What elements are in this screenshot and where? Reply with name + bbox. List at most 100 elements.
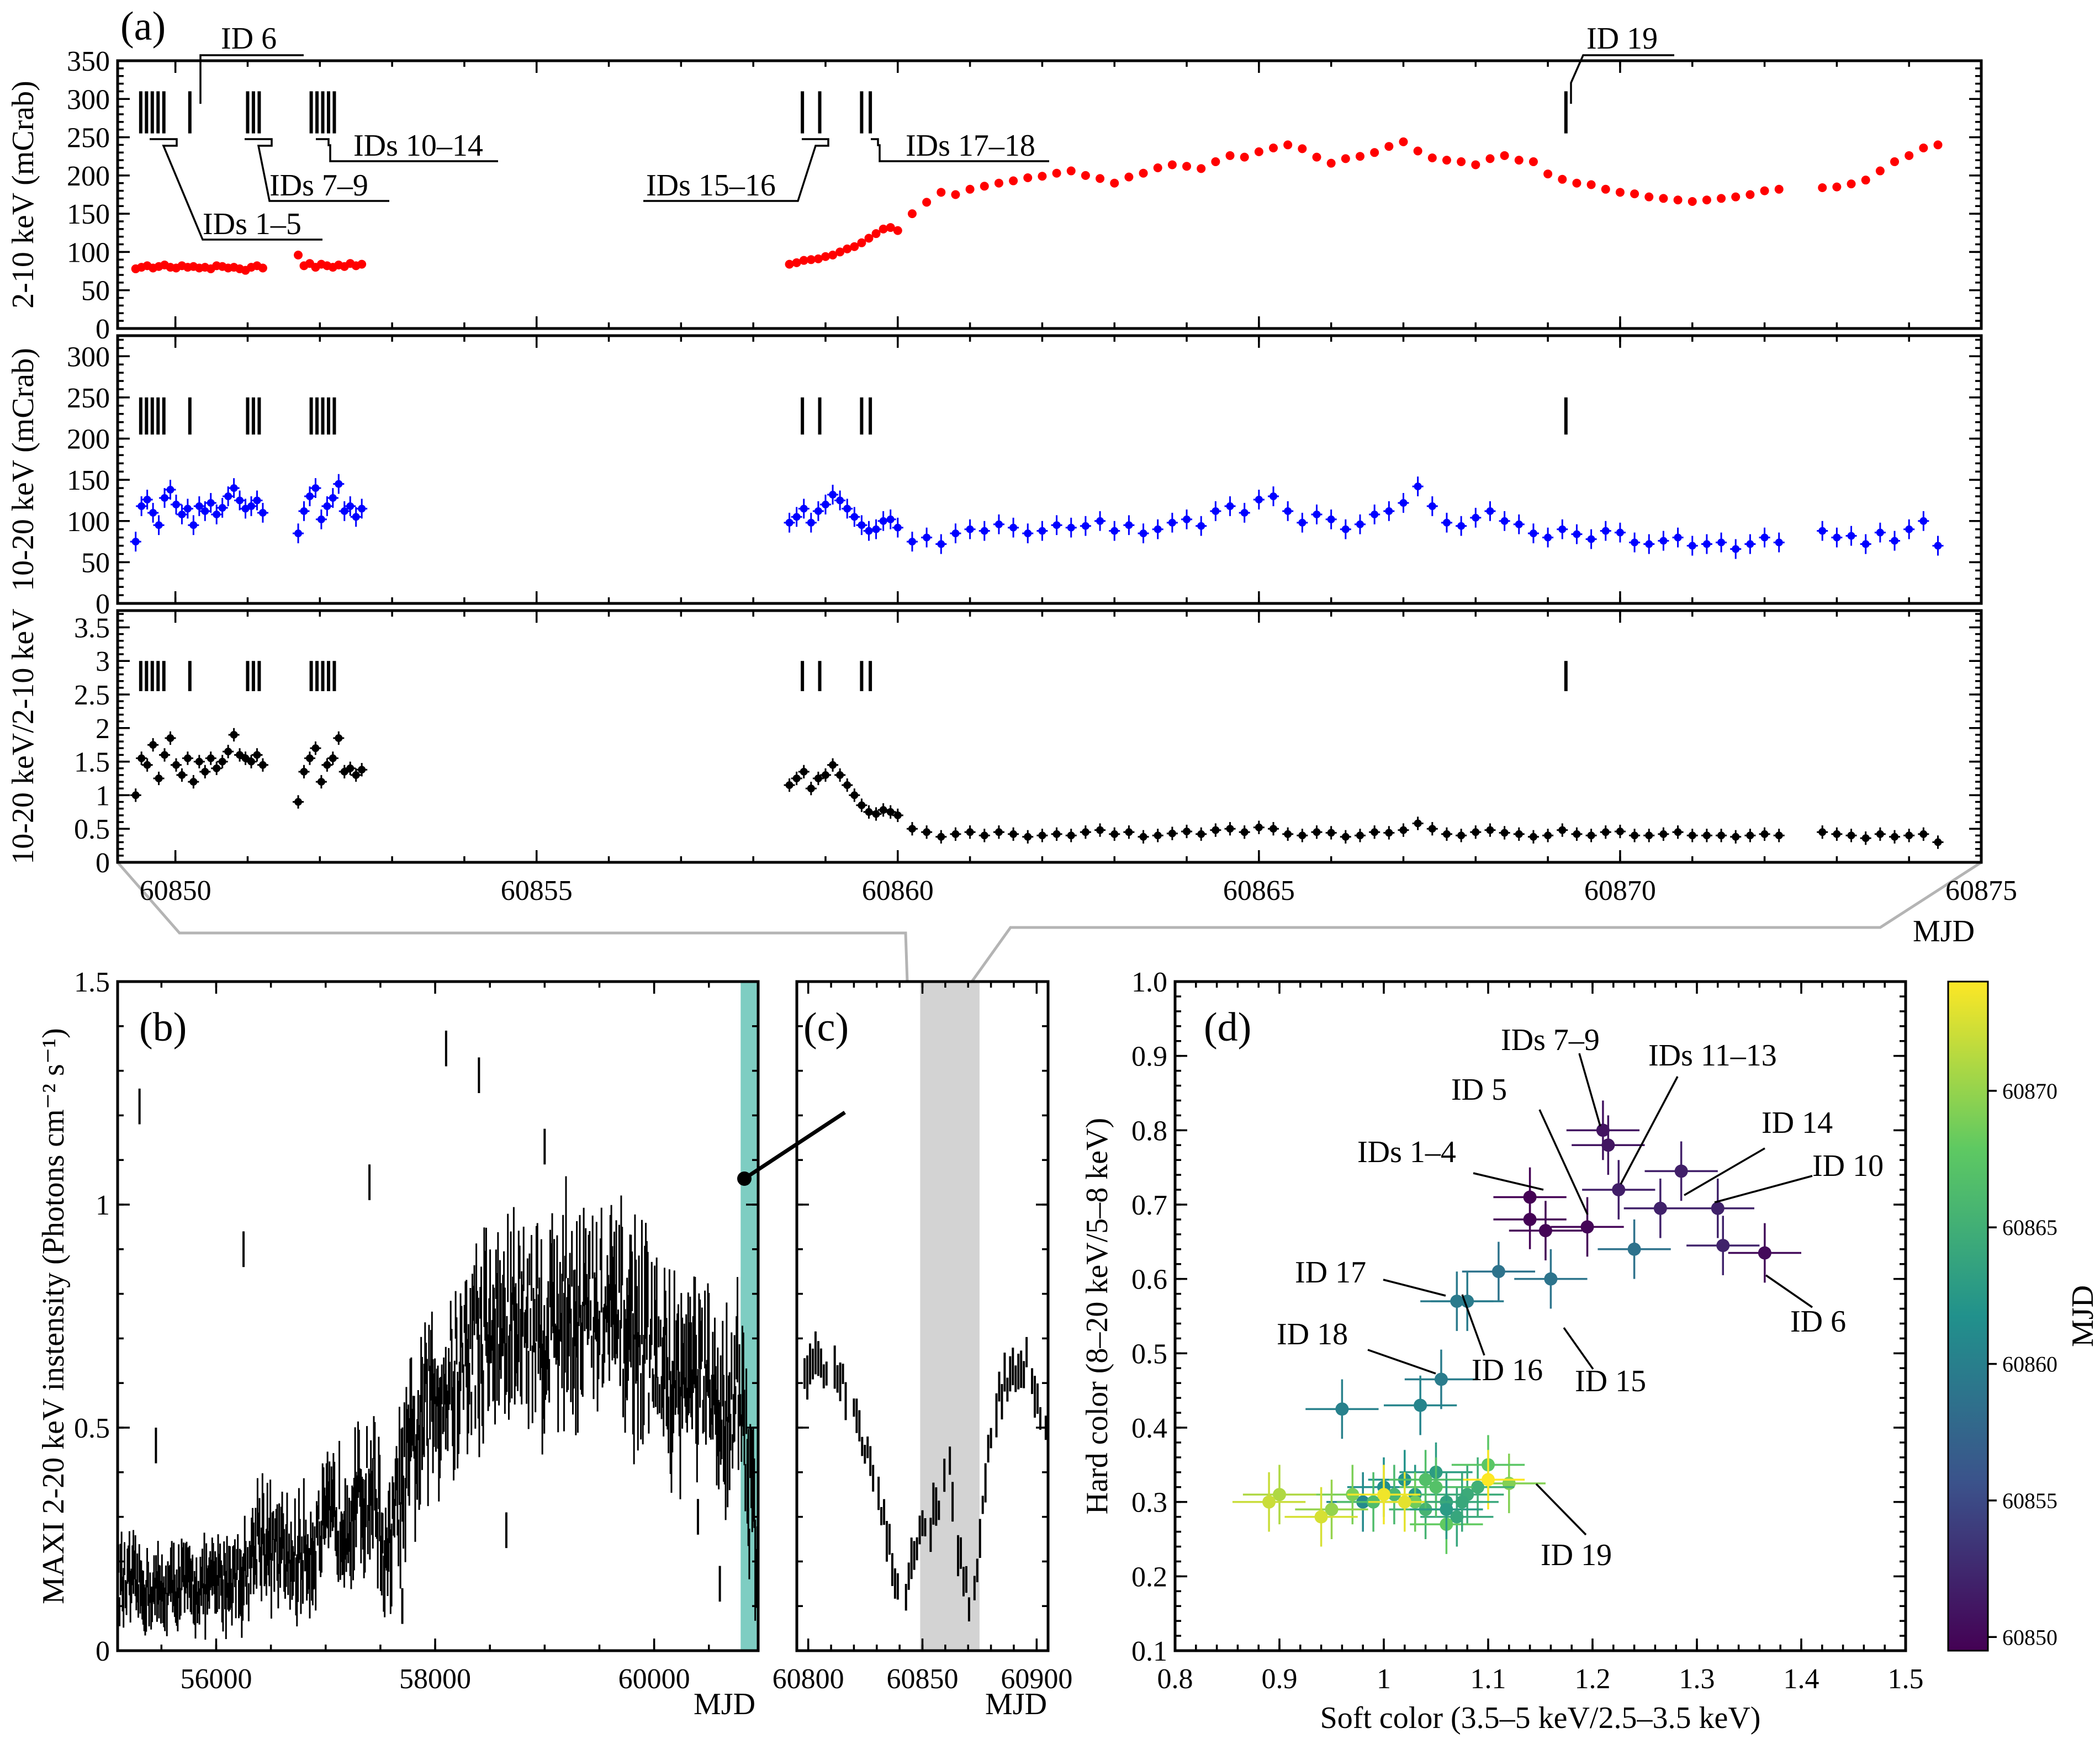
data-point [1341, 525, 1350, 533]
y-tick-label: 150 [67, 465, 110, 496]
y-tick-label: 0.5 [74, 814, 110, 845]
data-point [1818, 828, 1827, 836]
y-tick-label: 1.0 [1131, 967, 1167, 998]
annotation-label: IDs 1–5 [203, 207, 301, 241]
data-point [1934, 542, 1942, 550]
data-point [1616, 528, 1624, 537]
data-point [1573, 830, 1581, 838]
data-point [1211, 157, 1220, 166]
data-point [1659, 830, 1668, 838]
y-tick-label: 1.5 [74, 967, 110, 998]
data-point [1428, 502, 1436, 510]
data-point [1875, 166, 1885, 176]
data-point [346, 764, 355, 772]
data-point [300, 767, 308, 776]
annotation-leader-line [1535, 1483, 1587, 1536]
data-point [1818, 527, 1827, 535]
data-point [1240, 152, 1249, 162]
data-point [995, 520, 1003, 528]
data-point [329, 494, 337, 502]
data-point [1558, 826, 1567, 834]
data-point [980, 182, 989, 191]
data-point [1919, 143, 1928, 152]
data-point [1313, 510, 1321, 518]
data-point [843, 505, 851, 513]
data-point [131, 538, 140, 546]
colorbar [1948, 982, 1988, 1651]
y-tick-label: 0 [96, 588, 110, 620]
data-point [1674, 533, 1682, 542]
data-point [1631, 831, 1639, 840]
data-point [195, 757, 203, 766]
data-point [201, 767, 209, 776]
data-point [149, 741, 157, 749]
data-point [1934, 838, 1942, 846]
data-point [1413, 146, 1422, 156]
data-point [829, 491, 837, 499]
data-point [1153, 163, 1162, 172]
data-point [1890, 157, 1900, 166]
data-point [1269, 825, 1278, 833]
data-point [1442, 518, 1451, 527]
y-tick-label: 0 [96, 314, 110, 345]
y-tick-label: 1 [96, 1190, 110, 1221]
data-point [1500, 517, 1509, 525]
data-point [305, 754, 314, 762]
x-tick-label: 1 [1377, 1663, 1391, 1695]
data-point [1471, 160, 1480, 169]
data-point [1326, 158, 1336, 168]
data-point [340, 507, 348, 515]
zoom-connector-line [970, 861, 1982, 983]
x-tick-label: 60855 [501, 875, 573, 906]
data-point [1124, 172, 1134, 182]
y-tick-label: 1 [96, 780, 110, 812]
colorbar-tick-label: 60860 [2002, 1352, 2057, 1377]
data-point [1341, 154, 1350, 163]
data-point [886, 515, 895, 523]
data-point [807, 784, 815, 793]
y-tick-label: 0.7 [1131, 1190, 1167, 1221]
data-point [149, 508, 157, 517]
data-point [872, 525, 880, 533]
data-point [1601, 184, 1610, 194]
data-point [1139, 833, 1147, 841]
data-point [937, 188, 946, 197]
panel-label-d: (d) [1204, 1005, 1251, 1050]
y-tick-label: 0 [96, 1636, 110, 1667]
data-point [1673, 195, 1683, 205]
data-point [1385, 829, 1393, 837]
annotation-label: ID 5 [1451, 1073, 1507, 1107]
data-point [1009, 830, 1018, 838]
y-tick-label: 0.2 [1131, 1561, 1167, 1593]
y-axis-label: 2-10 keV (mCrab) [6, 81, 40, 309]
data-point [1833, 830, 1841, 838]
data-point [836, 496, 844, 505]
annotation-leader-line [245, 138, 389, 202]
annotation-layer: ID 6 IDs 10–14 IDs 7–9 IDs 1–5 IDs 17–18 IDs … [117, 22, 1982, 1572]
data-point [1226, 825, 1234, 833]
data-point [1096, 826, 1104, 834]
data-point [800, 767, 808, 776]
data-point [323, 502, 331, 510]
x-tick-label: 1.5 [1888, 1663, 1924, 1695]
data-point [1450, 1510, 1464, 1524]
data-point [1414, 1398, 1427, 1412]
panel-label-b: (b) [139, 1005, 187, 1050]
data-layer [117, 91, 1988, 1651]
colorbar-frame [1947, 980, 1989, 1652]
y-tick-label: 1.5 [74, 747, 110, 778]
x-axis-label: MJD [694, 1687, 755, 1721]
data-point [879, 224, 888, 234]
data-point [995, 828, 1003, 836]
data-point [1385, 507, 1393, 515]
data-point [785, 781, 794, 789]
data-point [1847, 831, 1855, 840]
data-point [1572, 178, 1581, 188]
data-point [1861, 176, 1870, 185]
annotation-leader-line [1461, 1294, 1485, 1356]
data-point [1861, 540, 1870, 548]
annotation-leader-line [1367, 1349, 1436, 1375]
data-point [213, 510, 221, 518]
data-point [1197, 164, 1206, 173]
colorbar-tick-label: 60855 [2002, 1488, 2057, 1513]
